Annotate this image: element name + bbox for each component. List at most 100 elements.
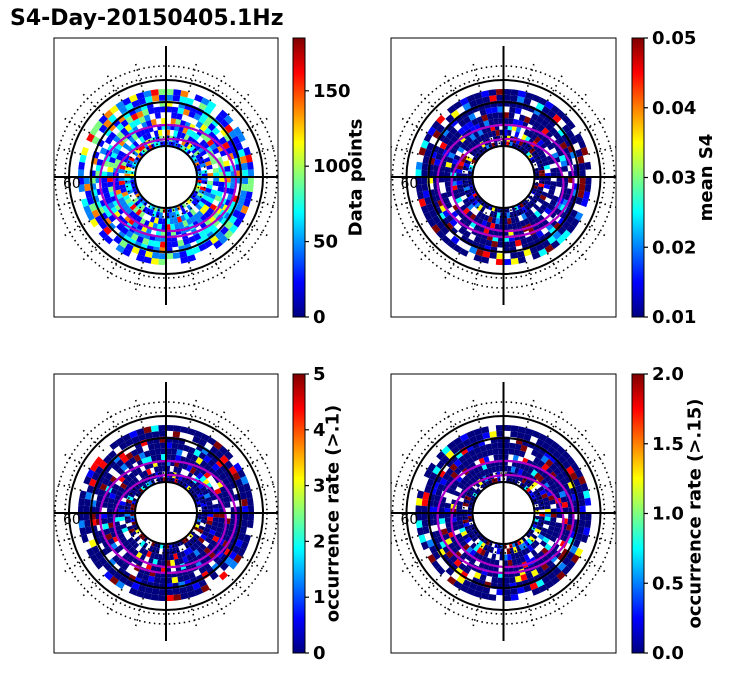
colorbar-tick-label: 2 — [313, 531, 326, 552]
heatmap-cell — [548, 226, 558, 236]
heatmap-cell — [481, 114, 489, 122]
heatmap-cell — [464, 159, 472, 165]
heatmap-cell — [211, 127, 221, 136]
heatmap-cell — [235, 142, 244, 151]
heatmap-cell — [110, 152, 118, 159]
heatmap-cell — [449, 118, 459, 128]
heatmap-cell — [446, 104, 457, 114]
heatmap-cell — [204, 239, 214, 249]
heatmap-cell — [544, 436, 554, 446]
heatmap-cell — [436, 220, 445, 230]
heatmap-cell — [440, 454, 450, 464]
heatmap-cell — [584, 520, 592, 529]
heatmap-cell — [183, 542, 190, 549]
heatmap-cell — [523, 433, 532, 442]
heatmap-cell — [175, 454, 182, 462]
heatmap-cell — [483, 132, 490, 140]
heatmap-cell — [436, 124, 445, 134]
heatmap-cell — [107, 161, 115, 168]
heatmap-cell — [427, 126, 437, 136]
heatmap-cell — [530, 233, 539, 241]
heatmap-cell — [435, 152, 443, 161]
heatmap-cell — [237, 148, 246, 158]
heatmap-cell — [182, 444, 191, 453]
heatmap-cell — [465, 136, 473, 144]
heatmap-cell — [482, 586, 491, 594]
heatmap-cell — [88, 203, 97, 212]
heatmap-cell — [116, 114, 126, 123]
heatmap-cell — [166, 589, 174, 596]
heatmap-cell — [200, 485, 207, 493]
heatmap-cell — [119, 536, 128, 544]
heatmap-cell — [480, 256, 490, 264]
heatmap-cell — [150, 118, 157, 126]
heatmap-cell — [483, 550, 490, 558]
heatmap-cell — [198, 438, 208, 447]
heatmap-cell — [503, 94, 511, 101]
heatmap-cell — [489, 222, 496, 230]
heatmap-cell — [542, 200, 550, 208]
heatmap-cell — [188, 446, 196, 455]
heatmap-cell — [128, 587, 138, 596]
heatmap-cell — [445, 114, 455, 123]
heatmap-cell — [107, 459, 117, 468]
heatmap-cell — [494, 559, 500, 566]
heatmap-cell — [566, 551, 575, 561]
heatmap-cell — [183, 549, 190, 556]
heatmap-cell — [473, 92, 483, 100]
heatmap-cell — [200, 149, 207, 157]
heatmap-cell — [204, 536, 213, 544]
heatmap-cell — [116, 193, 123, 200]
heatmap-cell — [104, 136, 113, 145]
heatmap-cell — [193, 549, 201, 557]
heatmap-cell — [497, 442, 504, 449]
heatmap-cell — [173, 425, 182, 432]
heatmap-cell — [479, 573, 487, 582]
heatmap-cell — [548, 494, 555, 501]
heatmap-cell — [242, 177, 249, 185]
heatmap-cell — [556, 513, 563, 519]
heatmap-cell — [496, 253, 504, 260]
heatmap-cell — [488, 89, 497, 96]
heatmap-cell — [203, 119, 212, 128]
heatmap-cell — [508, 448, 515, 455]
heatmap-cell — [245, 191, 253, 200]
heatmap-cell — [492, 112, 499, 119]
heatmap-cell — [438, 513, 445, 519]
heatmap-cell — [103, 463, 112, 473]
heatmap-cell — [499, 129, 504, 136]
heatmap-cell — [196, 472, 204, 480]
heatmap-cell — [507, 129, 512, 136]
heatmap-cell — [153, 466, 159, 473]
heatmap-cell — [584, 497, 592, 506]
heatmap-cell — [514, 216, 520, 223]
heatmap-cell — [503, 560, 509, 567]
heatmap-cell — [135, 590, 145, 598]
heatmap-cell — [176, 113, 183, 120]
heatmap-cell — [579, 169, 586, 177]
heatmap-cell — [510, 95, 518, 102]
heatmap-cell — [543, 164, 551, 170]
heatmap-cell — [575, 532, 583, 542]
heatmap-cell — [77, 169, 85, 177]
heatmap-cell — [549, 199, 557, 207]
heatmap-cell — [131, 435, 140, 444]
heatmap-cell — [186, 211, 194, 218]
heatmap-cell — [551, 531, 559, 538]
heatmap-cell — [420, 139, 429, 149]
heatmap-cell — [578, 475, 587, 485]
heatmap-cell — [85, 190, 93, 199]
heatmap-cell — [122, 433, 132, 442]
heatmap-cell — [503, 448, 510, 455]
heatmap-cell — [201, 169, 208, 174]
heatmap-cell — [530, 449, 539, 457]
colorbar-tick-label: 0.04 — [652, 98, 696, 119]
heatmap-cell — [438, 171, 445, 177]
heatmap-cell — [107, 186, 115, 193]
heatmap-cell — [79, 154, 87, 163]
heatmap-cell — [485, 545, 492, 553]
heatmap-cell — [445, 131, 454, 140]
heatmap-cell — [116, 558, 125, 568]
heatmap-cell — [580, 482, 589, 492]
heatmap-cell — [485, 221, 492, 229]
